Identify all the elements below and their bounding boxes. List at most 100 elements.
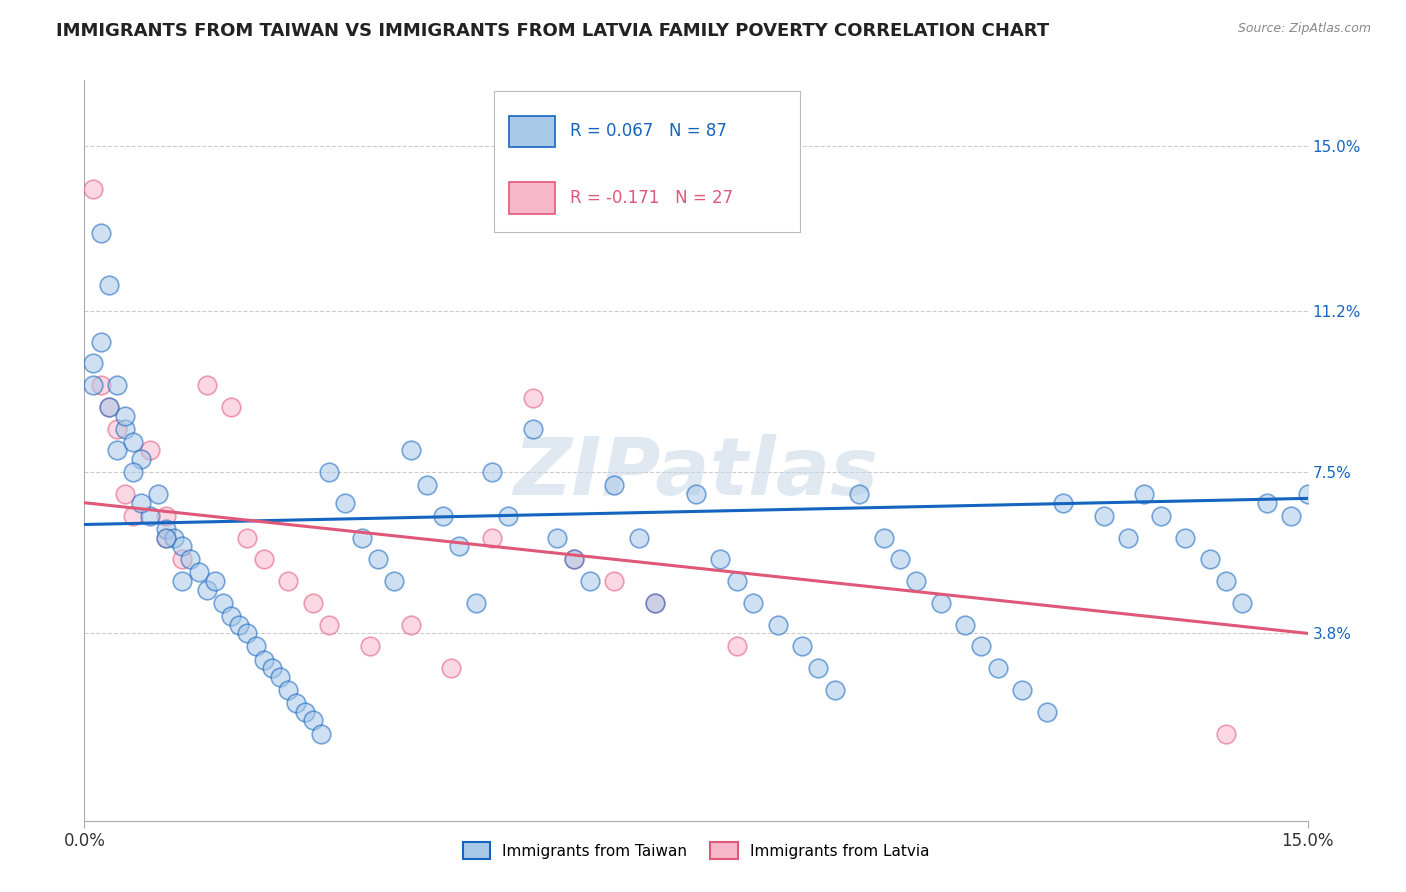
Point [245,640,267,654]
Point [1011,683,1033,698]
Point [269,670,291,684]
Point [440,661,463,675]
Point [82,356,104,370]
Point [195,378,218,392]
Y-axis label: Family Poverty: Family Poverty [0,394,7,507]
Point [1198,552,1220,566]
Point [1150,508,1173,523]
Text: R = -0.171   N = 27: R = -0.171 N = 27 [569,189,733,207]
Point [1256,496,1278,510]
Point [644,596,666,610]
Text: IMMIGRANTS FROM TAIWAN VS IMMIGRANTS FROM LATVIA FAMILY POVERTY CORRELATION CHAR: IMMIGRANTS FROM TAIWAN VS IMMIGRANTS FRO… [56,22,1049,40]
Point [725,640,748,654]
Point [603,478,626,492]
Point [138,443,160,458]
Point [105,378,128,392]
FancyBboxPatch shape [509,183,555,213]
Point [1215,574,1237,588]
Point [725,574,748,588]
Point [382,574,405,588]
Point [90,226,112,240]
Point [253,652,276,666]
Point [301,714,323,728]
Point [90,334,112,349]
Point [122,508,145,523]
Point [522,422,544,436]
Point [359,640,381,654]
Point [627,531,650,545]
Point [848,487,870,501]
Point [709,552,731,566]
Point [114,487,136,501]
Point [1279,508,1302,523]
Point [603,574,626,588]
Point [277,574,299,588]
Point [1035,705,1057,719]
Point [309,726,332,740]
Point [1296,487,1319,501]
Legend: Immigrants from Taiwan, Immigrants from Latvia: Immigrants from Taiwan, Immigrants from … [457,836,935,865]
Point [766,617,789,632]
Point [195,582,218,597]
Point [212,596,235,610]
Point [481,531,503,545]
Point [97,277,120,292]
Point [824,683,846,698]
Point [114,409,136,423]
Point [367,552,389,566]
Point [546,531,568,545]
Point [285,696,308,710]
Point [790,640,813,654]
Point [260,661,283,675]
Point [219,609,242,624]
Point [579,574,602,588]
Point [187,566,209,580]
Point [644,596,666,610]
Point [236,626,259,640]
Point [481,465,503,479]
Point [905,574,928,588]
Point [335,496,357,510]
Point [131,496,153,510]
Point [294,705,316,719]
Point [172,539,194,553]
Point [155,531,177,545]
Point [228,617,250,632]
Point [138,508,160,523]
Point [219,400,242,414]
Point [236,531,259,545]
Point [987,661,1010,675]
Point [889,552,911,566]
Point [277,683,299,698]
Point [350,531,373,545]
Point [562,552,585,566]
Point [498,508,520,523]
Point [522,391,544,405]
Point [97,400,120,414]
Point [253,552,276,566]
Point [1133,487,1156,501]
Point [399,617,422,632]
Point [464,596,486,610]
Point [872,531,894,545]
Point [163,531,186,545]
FancyBboxPatch shape [494,91,800,232]
Point [449,539,471,553]
Point [318,465,340,479]
Point [416,478,439,492]
Point [399,443,422,458]
Point [685,487,707,501]
Point [204,574,226,588]
Point [807,661,830,675]
Point [90,378,112,392]
Point [742,596,765,610]
Point [1052,496,1074,510]
Point [155,522,177,536]
Point [432,508,454,523]
Point [155,508,177,523]
Point [301,596,323,610]
Point [105,443,128,458]
Point [82,182,104,196]
Point [1232,596,1254,610]
Point [155,531,177,545]
